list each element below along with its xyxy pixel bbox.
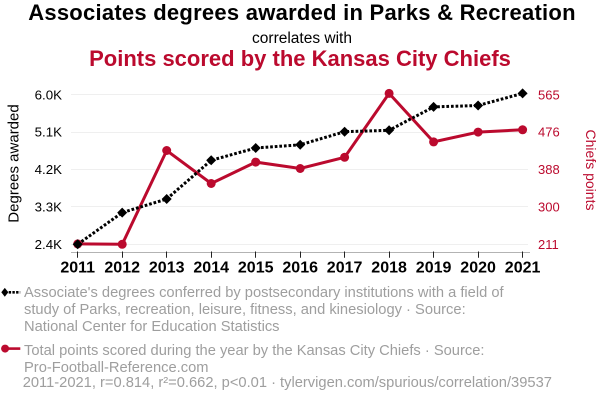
svg-text:2016: 2016 [282,260,318,277]
svg-text:2019: 2019 [416,260,452,277]
svg-text:2011: 2011 [60,260,95,277]
svg-text:6.0K: 6.0K [35,87,62,102]
svg-text:2.4K: 2.4K [35,237,62,252]
svg-text:2018: 2018 [371,260,407,277]
svg-text:2013: 2013 [149,260,185,277]
svg-text:565: 565 [538,87,560,102]
svg-text:2015: 2015 [238,260,274,277]
svg-text:2021: 2021 [505,260,541,277]
svg-text:2020: 2020 [460,260,496,277]
svg-text:5.1K: 5.1K [35,125,62,140]
svg-text:2012: 2012 [104,260,140,277]
svg-text:211: 211 [538,237,559,252]
svg-text:Chiefs points: Chiefs points [583,130,599,211]
svg-text:2014: 2014 [193,260,229,277]
svg-text:Degrees awarded: Degrees awarded [6,104,23,222]
svg-text:300: 300 [538,200,560,215]
svg-text:4.2K: 4.2K [35,162,62,177]
svg-text:388: 388 [538,162,560,177]
svg-text:2017: 2017 [327,260,363,277]
svg-text:3.3K: 3.3K [35,200,62,215]
svg-text:476: 476 [538,125,560,140]
